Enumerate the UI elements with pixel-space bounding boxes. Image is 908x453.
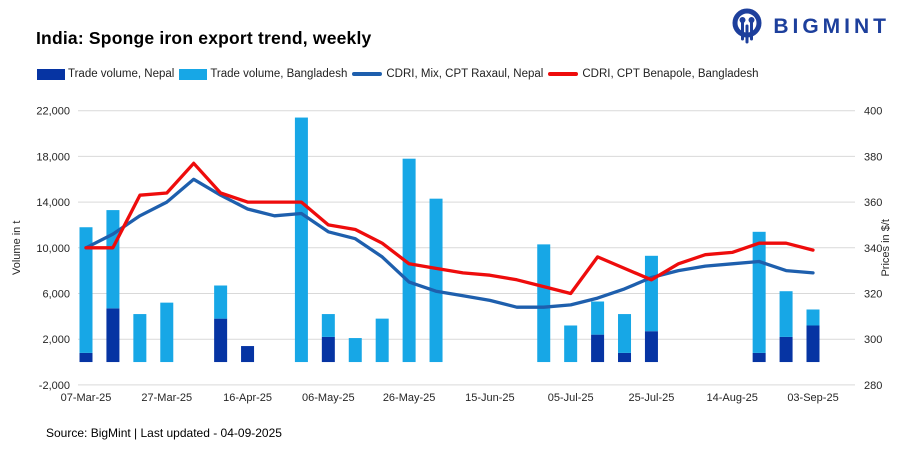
chart-legend: Trade volume, Nepal Trade volume, Banglad…	[37, 68, 764, 80]
left-axis-title: Volume in t	[11, 221, 23, 275]
bigmint-logo-icon	[732, 8, 762, 44]
y-axis-tick-left: 18,000	[36, 151, 70, 163]
x-axis-tick: 15-Jun-25	[465, 392, 515, 404]
bar-trade-volume-nepal	[618, 352, 632, 363]
x-axis-tick: 26-May-25	[383, 392, 436, 404]
bar-trade-volume-bangladesh	[429, 198, 443, 363]
legend-swatch-bar-trade-volume-nepal	[37, 68, 65, 80]
bar-trade-volume-bangladesh	[752, 231, 766, 353]
bar-trade-volume-bangladesh	[294, 117, 308, 363]
legend-item-trade-volume-nepal: Trade volume, Nepal	[37, 68, 174, 80]
x-axis-tick: 25-Jul-25	[629, 392, 675, 404]
legend-item-cdri-mix-cpt-raxaul-nepal: CDRI, Mix, CPT Raxaul, Nepal	[352, 68, 543, 80]
x-axis-tick: 27-Mar-25	[141, 392, 192, 404]
y-axis-tick-left: 22,000	[36, 106, 70, 118]
bar-trade-volume-bangladesh	[321, 314, 335, 337]
y-axis-tick-left: 2,000	[42, 334, 70, 346]
bar-trade-volume-bangladesh	[160, 302, 174, 363]
y-axis-tick-left: -2,000	[39, 380, 70, 392]
y-axis-tick-right: 320	[864, 289, 882, 301]
x-axis-tick: 06-May-25	[302, 392, 355, 404]
bar-trade-volume-nepal	[806, 325, 820, 363]
bar-trade-volume-nepal	[779, 336, 793, 363]
bar-trade-volume-nepal	[644, 331, 658, 363]
bar-trade-volume-nepal	[241, 346, 255, 363]
y-axis-tick-right: 360	[864, 197, 882, 209]
right-axis-title: Prices in $/t	[880, 219, 892, 276]
bar-trade-volume-bangladesh	[348, 338, 362, 363]
bar-trade-volume-bangladesh	[564, 325, 578, 363]
bar-trade-volume-bangladesh	[806, 309, 820, 326]
y-axis-tick-right: 340	[864, 243, 882, 255]
bar-trade-volume-bangladesh	[106, 210, 120, 309]
bar-trade-volume-bangladesh	[644, 255, 658, 332]
x-axis-tick: 07-Mar-25	[61, 392, 112, 404]
line-cdri-cpt-benapole-bangladesh	[84, 161, 815, 296]
chart-title: India: Sponge iron export trend, weekly	[36, 28, 372, 48]
x-axis-tick: 03-Sep-25	[787, 392, 838, 404]
x-axis-tick: 16-Apr-25	[223, 392, 272, 404]
bar-trade-volume-bangladesh	[402, 158, 416, 363]
y-axis-tick-left: 6,000	[42, 289, 70, 301]
bar-trade-volume-bangladesh	[214, 285, 228, 319]
x-axis-tick: 05-Jul-25	[548, 392, 594, 404]
bar-trade-volume-bangladesh	[779, 291, 793, 337]
bar-trade-volume-bangladesh	[618, 314, 632, 353]
legend-item-cdri-cpt-benapole-bangladesh: CDRI, CPT Benapole, Bangladesh	[548, 68, 759, 80]
y-axis-tick-right: 300	[864, 334, 882, 346]
source-note: Source: BigMint | Last updated - 04-09-2…	[46, 426, 282, 440]
y-axis-tick-right: 380	[864, 151, 882, 163]
y-axis-tick-left: 10,000	[36, 243, 70, 255]
bigmint-logo: BIGMINT	[730, 8, 890, 46]
legend-item-trade-volume-bangladesh: Trade volume, Bangladesh	[179, 68, 347, 80]
bar-trade-volume-bangladesh	[591, 301, 605, 335]
bar-trade-volume-bangladesh	[133, 314, 147, 363]
bar-trade-volume-bangladesh	[375, 318, 389, 363]
legend-label: Trade volume, Bangladesh	[210, 68, 348, 80]
bar-trade-volume-bangladesh	[79, 227, 93, 353]
legend-swatch-line-cdri-mix-cpt-raxaul-nepal	[352, 72, 383, 76]
bar-trade-volume-nepal	[321, 336, 335, 363]
legend-swatch-line-cdri-cpt-benapole-bangladesh	[548, 72, 579, 76]
legend-swatch-bar-trade-volume-bangladesh	[179, 68, 208, 80]
y-axis-tick-left: 14,000	[36, 197, 70, 209]
legend-label: Trade volume, Nepal	[68, 68, 175, 80]
bigmint-logo-text: BIGMINT	[773, 15, 890, 38]
bar-trade-volume-bangladesh	[537, 244, 551, 363]
x-axis-tick: 14-Aug-25	[707, 392, 758, 404]
bar-trade-volume-nepal	[106, 308, 120, 363]
legend-label: CDRI, Mix, CPT Raxaul, Nepal	[386, 68, 544, 80]
bar-trade-volume-nepal	[591, 334, 605, 363]
bar-trade-volume-nepal	[79, 352, 93, 363]
bar-trade-volume-nepal	[752, 352, 766, 363]
line-cdri-mix-cpt-raxaul-nepal	[84, 177, 815, 309]
y-axis-tick-right: 400	[864, 106, 882, 118]
bar-trade-volume-nepal	[214, 318, 228, 363]
legend-label: CDRI, CPT Benapole, Bangladesh	[582, 68, 759, 80]
y-axis-tick-right: 280	[864, 380, 882, 392]
